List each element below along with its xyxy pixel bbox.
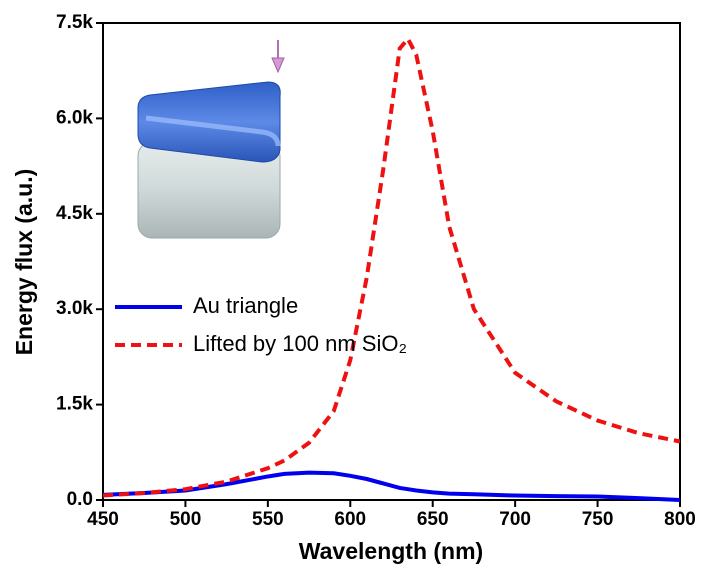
y-tick-label: 3.0k [56, 298, 93, 319]
x-tick-label: 700 [499, 509, 531, 530]
x-tick-label: 650 [417, 509, 449, 530]
x-axis-title: Wavelength (nm) [299, 538, 483, 564]
series-line [103, 473, 680, 500]
y-tick-label: 4.5k [56, 203, 93, 224]
x-tick-label: 500 [170, 509, 202, 530]
x-tick-label: 550 [252, 509, 284, 530]
y-tick-label: 7.5k [56, 12, 93, 33]
x-tick-label: 800 [664, 509, 696, 530]
x-tick-label: 600 [334, 509, 366, 530]
inset-illustration [138, 40, 284, 238]
y-tick-label: 6.0k [56, 107, 93, 128]
y-axis-title: Energy flux (a.u.) [11, 169, 37, 356]
y-tick-label: 0.0 [67, 489, 93, 510]
y-tick-label: 1.5k [56, 394, 93, 415]
x-tick-label: 450 [87, 509, 119, 530]
chart: Wavelength (nm) Energy flux (a.u.) 0.0 1.… [0, 0, 703, 577]
legend-label: Lifted by 100 nm SiO₂ [193, 331, 407, 356]
legend-label: Au triangle [193, 293, 298, 318]
x-tick-label: 750 [582, 509, 614, 530]
